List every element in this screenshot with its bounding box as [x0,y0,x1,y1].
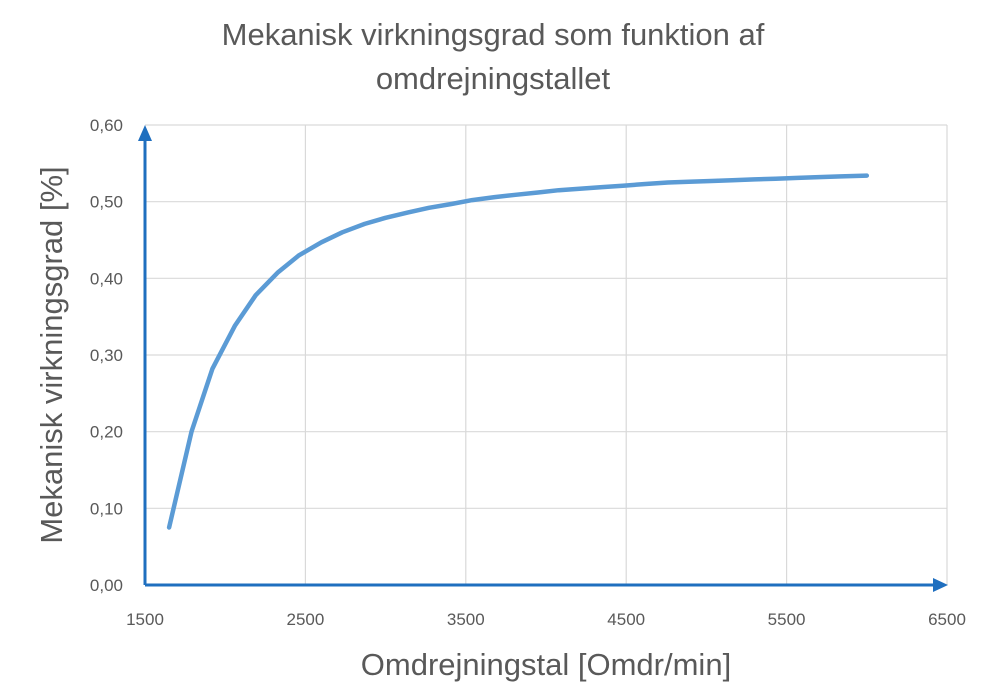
y-tick-label: 0,00 [90,576,123,595]
series-layer [166,173,870,530]
x-tick-labels: 1500 2500 3500 4500 5500 6500 [126,610,966,629]
y-tick-label: 0,20 [90,423,123,442]
y-tick-label: 0,30 [90,346,123,365]
x-tick-label: 2500 [286,610,324,629]
series-line [166,173,870,530]
x-axis-arrow [933,578,948,592]
chart-title-line1: Mekanisk virkningsgrad som funktion af [222,17,765,52]
y-tick-label: 0,40 [90,269,123,288]
x-tick-label: 6500 [928,610,966,629]
y-tick-label: 0,10 [90,499,123,518]
y-tick-label: 0,50 [90,193,123,212]
axes [138,125,948,592]
chart-title-line2: omdrejningstallet [376,61,611,96]
gridlines [145,124,948,585]
y-tick-label: 0,60 [90,116,123,135]
x-tick-label: 1500 [126,610,164,629]
x-tick-label: 3500 [447,610,485,629]
x-tick-label: 5500 [768,610,806,629]
y-axis-arrow [138,125,152,141]
y-tick-labels: 0,00 0,10 0,20 0,30 0,40 0,50 0,60 [90,116,123,595]
x-axis-title: Omdrejningstal [Omdr/min] [361,647,731,682]
y-axis-title: Mekanisk virkningsgrad [%] [34,166,69,543]
x-tick-label: 4500 [607,610,645,629]
